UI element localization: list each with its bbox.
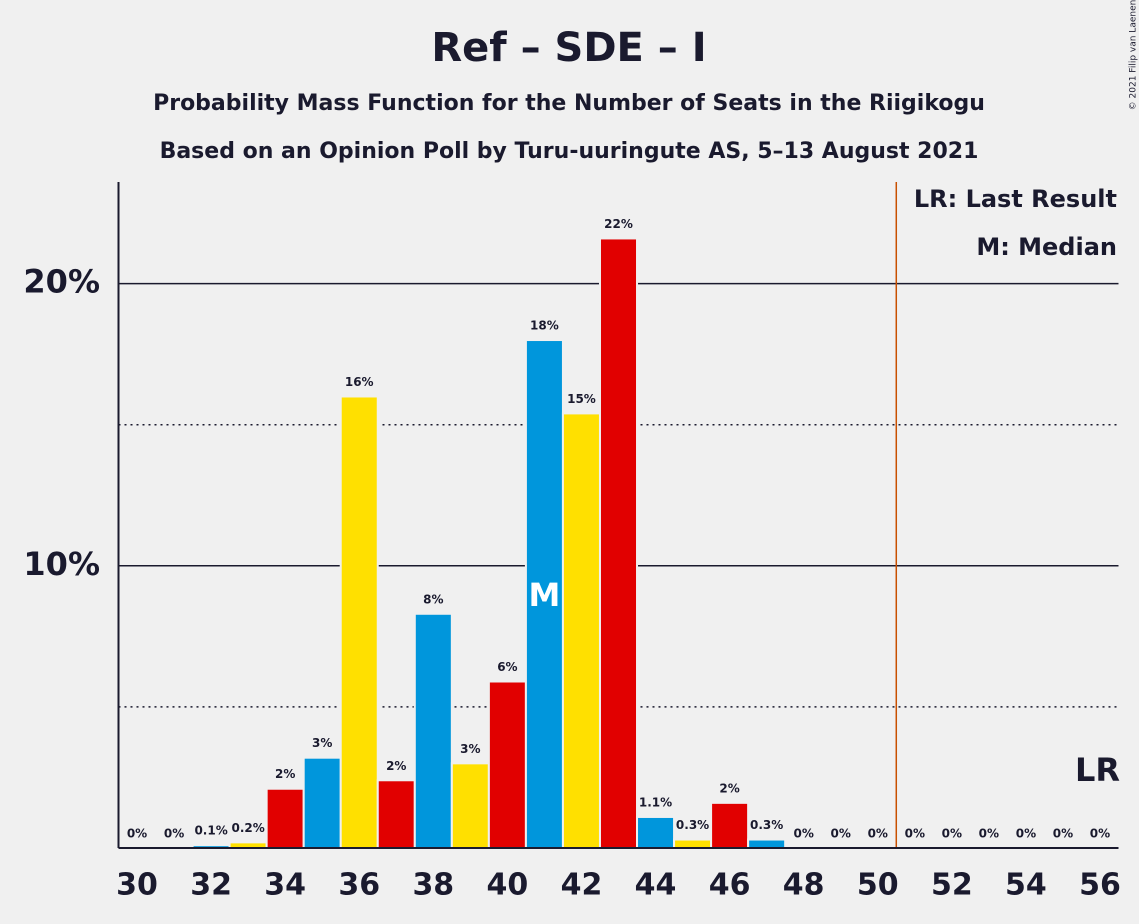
chart-subtitle: Probability Mass Function for the Number… — [153, 91, 985, 116]
copyright: © 2021 Filip van Laenen — [1129, 0, 1139, 110]
value-label: 22% — [604, 217, 633, 231]
bar — [265, 787, 305, 850]
x-tick-label: 36 — [338, 868, 380, 903]
value-label: 0% — [164, 827, 184, 841]
value-label: 1.1% — [639, 795, 672, 809]
bar — [636, 815, 676, 850]
value-label: 3% — [460, 742, 480, 756]
bar — [561, 412, 601, 849]
value-label: 0% — [979, 827, 999, 841]
value-label: 0.2% — [231, 821, 264, 835]
value-label: 0.3% — [750, 818, 783, 832]
value-label: 2% — [275, 767, 295, 781]
value-label: 2% — [386, 759, 406, 773]
value-label: 3% — [312, 736, 332, 750]
value-label: 0% — [1053, 827, 1073, 841]
x-tick-label: 32 — [190, 868, 232, 903]
bar — [598, 237, 639, 849]
bar — [673, 838, 713, 849]
value-label: 0% — [793, 827, 813, 841]
value-label: 0% — [1090, 827, 1110, 841]
value-label: 0% — [1016, 827, 1036, 841]
bar — [487, 680, 527, 849]
value-label: 8% — [423, 592, 443, 606]
x-tick-label: 56 — [1079, 868, 1121, 903]
x-tick-label: 46 — [709, 868, 751, 903]
x-tick-label: 34 — [264, 868, 306, 903]
x-tick-label: 52 — [931, 868, 973, 903]
x-tick-label: 48 — [783, 868, 825, 903]
x-tick-label: 40 — [487, 868, 529, 903]
value-label: 0.1% — [194, 824, 227, 838]
y-tick-label: 20% — [23, 263, 100, 301]
value-label: 0% — [831, 827, 851, 841]
bar — [339, 395, 379, 849]
bar — [747, 838, 787, 849]
value-label: 0% — [905, 827, 925, 841]
x-tick-label: 44 — [635, 868, 677, 903]
x-tick-label: 54 — [1005, 868, 1047, 903]
x-tick-label: 30 — [116, 868, 158, 903]
value-label: 0.3% — [676, 818, 709, 832]
bar — [450, 762, 490, 850]
legend-entry: M: Median — [976, 233, 1117, 261]
bar — [413, 612, 453, 849]
value-label: 16% — [345, 375, 374, 389]
value-label: 0% — [127, 827, 147, 841]
value-label: 18% — [530, 319, 559, 333]
x-tick-label: 50 — [857, 868, 899, 903]
legend-entry: LR: Last Result — [914, 185, 1117, 213]
value-label: 2% — [719, 781, 739, 795]
x-tick-label: 42 — [561, 868, 603, 903]
value-label: 15% — [567, 392, 596, 406]
bar — [376, 779, 416, 849]
bar — [302, 756, 342, 849]
median-label: M — [529, 576, 561, 614]
value-label: 0% — [942, 827, 962, 841]
value-label: 6% — [497, 660, 517, 674]
value-label: 0% — [868, 827, 888, 841]
chart-title: Ref – SDE – I — [431, 25, 706, 71]
y-tick-label: 10% — [23, 545, 100, 583]
x-tick-label: 38 — [412, 868, 454, 903]
bar — [710, 801, 750, 850]
last-result-label: LR — [1075, 751, 1120, 789]
chart-subtitle: Based on an Opinion Poll by Turu-uuringu… — [160, 139, 979, 164]
